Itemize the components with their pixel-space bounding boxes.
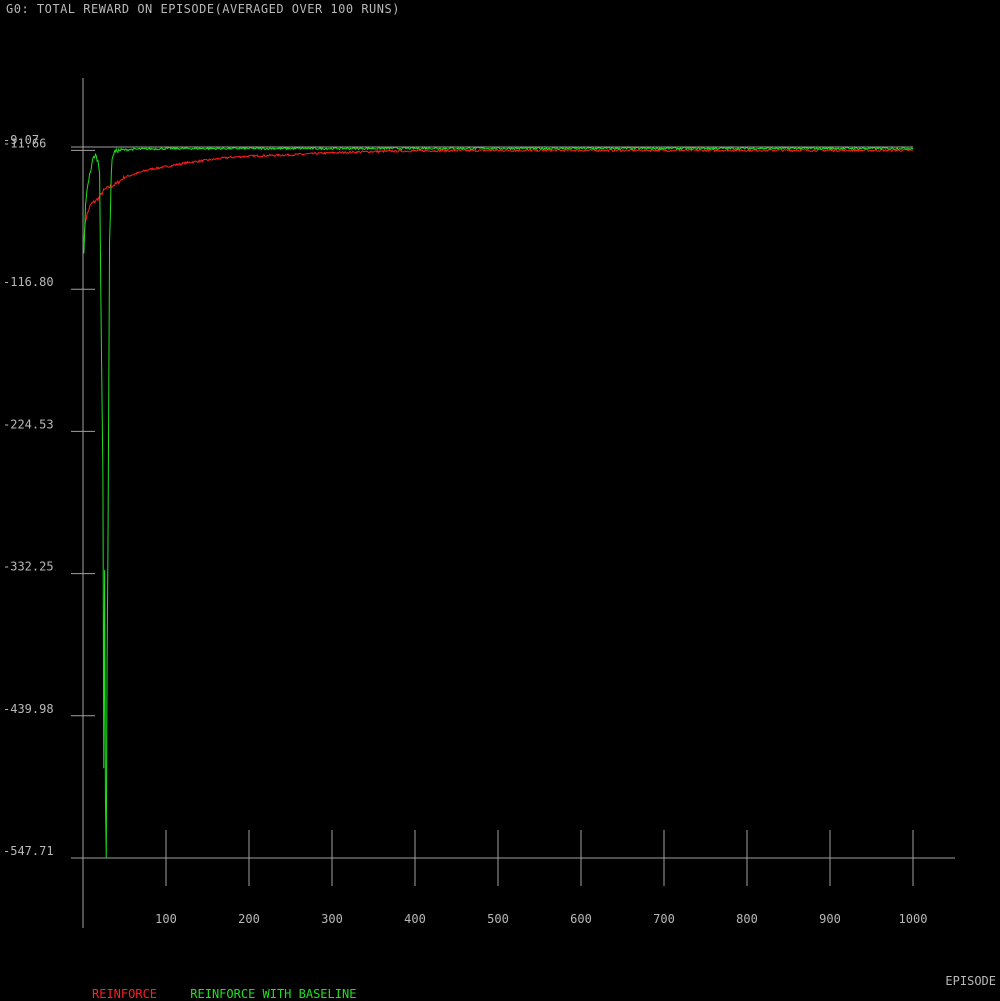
y-tick-label: -11.66: [3, 136, 46, 150]
x-tick-label: 600: [570, 912, 592, 926]
x-tick-label: 100: [155, 912, 177, 926]
y-tick-label: -547.71: [3, 844, 54, 858]
x-tick-label: 500: [487, 912, 509, 926]
y-tick-label: -332.25: [3, 560, 54, 574]
x-tick-label: 200: [238, 912, 260, 926]
series-line-reinforce: [83, 148, 914, 243]
chart-title: G0: TOTAL REWARD ON EPISODE(AVERAGED OVE…: [6, 2, 400, 16]
series-line-reinforce-with-baseline: [83, 146, 914, 858]
y-tick-label: -9.07: [3, 133, 39, 147]
y-tick-label: -439.98: [3, 702, 54, 716]
legend: REINFORCE REINFORCE WITH BASELINE: [92, 987, 382, 1001]
x-tick-label: 400: [404, 912, 426, 926]
x-tick-label: 700: [653, 912, 675, 926]
x-axis-label: EPISODE: [945, 974, 996, 988]
legend-entry-reinforce-baseline: REINFORCE WITH BASELINE: [190, 987, 357, 1001]
x-tick-label: 800: [736, 912, 758, 926]
y-tick-label: -224.53: [3, 417, 54, 431]
x-tick-label: 900: [819, 912, 841, 926]
legend-entry-reinforce: REINFORCE: [92, 987, 158, 1001]
y-tick-label: -116.80: [3, 275, 54, 289]
x-tick-label: 1000: [899, 912, 928, 926]
x-tick-label: 300: [321, 912, 343, 926]
